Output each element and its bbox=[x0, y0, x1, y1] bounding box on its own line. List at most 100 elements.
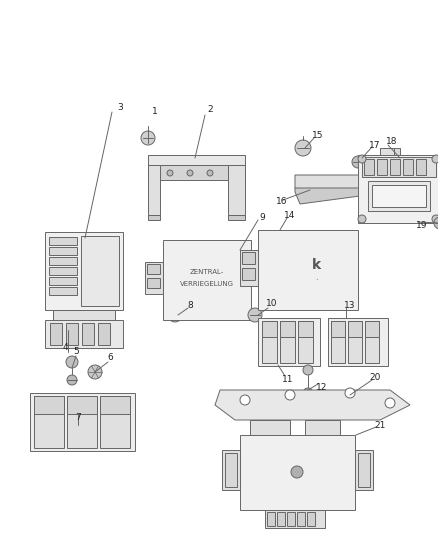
Bar bbox=[53, 310, 115, 324]
Bar bbox=[240, 435, 355, 510]
Text: 1: 1 bbox=[152, 108, 158, 117]
Polygon shape bbox=[295, 188, 390, 204]
Bar bbox=[163, 240, 251, 320]
Text: 18: 18 bbox=[386, 138, 398, 147]
Bar bbox=[100, 396, 130, 448]
Bar bbox=[222, 450, 240, 490]
Text: 6: 6 bbox=[107, 353, 113, 362]
Text: 16: 16 bbox=[276, 198, 288, 206]
Circle shape bbox=[168, 308, 182, 322]
Bar bbox=[267, 512, 275, 526]
Bar bbox=[49, 267, 77, 275]
Bar bbox=[372, 185, 426, 207]
Bar bbox=[377, 159, 387, 175]
Bar bbox=[30, 393, 135, 451]
Circle shape bbox=[67, 375, 77, 385]
Text: 9: 9 bbox=[259, 214, 265, 222]
Circle shape bbox=[248, 308, 262, 322]
Text: 19: 19 bbox=[416, 221, 428, 230]
Bar bbox=[98, 323, 110, 345]
Circle shape bbox=[167, 170, 173, 176]
Bar bbox=[81, 236, 119, 306]
Circle shape bbox=[352, 156, 364, 168]
Bar bbox=[49, 277, 77, 285]
Text: 12: 12 bbox=[316, 384, 328, 392]
Bar bbox=[297, 512, 305, 526]
Bar bbox=[331, 321, 345, 363]
Text: 14: 14 bbox=[284, 212, 296, 221]
Bar bbox=[100, 396, 130, 414]
Circle shape bbox=[66, 356, 78, 368]
Text: 7: 7 bbox=[75, 414, 81, 423]
Bar bbox=[45, 232, 123, 310]
Bar bbox=[49, 247, 77, 255]
Text: 17: 17 bbox=[369, 141, 381, 149]
Text: 3: 3 bbox=[117, 103, 123, 112]
Text: 13: 13 bbox=[344, 301, 356, 310]
Polygon shape bbox=[215, 390, 410, 420]
Circle shape bbox=[88, 365, 102, 379]
Bar bbox=[328, 318, 388, 366]
Circle shape bbox=[303, 388, 313, 398]
Bar bbox=[390, 159, 400, 175]
Bar bbox=[277, 512, 285, 526]
Bar bbox=[258, 318, 320, 366]
Text: 21: 21 bbox=[374, 421, 386, 430]
Circle shape bbox=[207, 170, 213, 176]
Text: 4: 4 bbox=[62, 343, 68, 352]
Bar bbox=[67, 396, 97, 448]
Bar bbox=[34, 396, 64, 414]
Circle shape bbox=[240, 395, 250, 405]
Bar bbox=[225, 453, 237, 487]
Bar bbox=[67, 396, 97, 414]
Polygon shape bbox=[148, 155, 245, 165]
Bar bbox=[262, 321, 277, 363]
Bar bbox=[365, 321, 379, 363]
Circle shape bbox=[285, 390, 295, 400]
Circle shape bbox=[303, 365, 313, 375]
Bar bbox=[49, 237, 77, 245]
Bar bbox=[242, 252, 255, 264]
Bar bbox=[355, 450, 373, 490]
Polygon shape bbox=[148, 165, 245, 180]
Bar bbox=[147, 278, 160, 288]
Bar bbox=[49, 257, 77, 265]
Circle shape bbox=[432, 215, 438, 223]
Bar bbox=[348, 321, 362, 363]
Bar bbox=[368, 181, 430, 211]
Bar bbox=[287, 512, 295, 526]
Bar bbox=[358, 453, 370, 487]
Bar bbox=[280, 321, 295, 363]
Text: .: . bbox=[314, 273, 317, 282]
Circle shape bbox=[187, 170, 193, 176]
Polygon shape bbox=[148, 165, 160, 215]
Text: k: k bbox=[311, 258, 321, 272]
Bar bbox=[45, 320, 123, 348]
Text: 11: 11 bbox=[282, 376, 294, 384]
Bar bbox=[348, 321, 362, 337]
Bar bbox=[250, 420, 290, 435]
Circle shape bbox=[358, 155, 366, 163]
Bar bbox=[82, 323, 94, 345]
Circle shape bbox=[432, 155, 438, 163]
Bar bbox=[145, 262, 163, 294]
Bar bbox=[34, 396, 64, 448]
Circle shape bbox=[358, 215, 366, 223]
Bar bbox=[403, 159, 413, 175]
Circle shape bbox=[295, 140, 311, 156]
Bar bbox=[265, 510, 325, 528]
Polygon shape bbox=[394, 148, 400, 175]
Bar bbox=[298, 321, 313, 337]
Circle shape bbox=[141, 131, 155, 145]
Bar bbox=[262, 321, 277, 337]
Circle shape bbox=[434, 217, 438, 229]
Text: 20: 20 bbox=[369, 374, 381, 383]
Polygon shape bbox=[228, 215, 245, 220]
Bar bbox=[147, 264, 160, 274]
Text: 2: 2 bbox=[207, 106, 213, 115]
Bar bbox=[362, 157, 436, 177]
Text: 5: 5 bbox=[73, 348, 79, 357]
Polygon shape bbox=[148, 215, 160, 220]
Bar bbox=[307, 512, 315, 526]
Bar bbox=[280, 321, 295, 337]
